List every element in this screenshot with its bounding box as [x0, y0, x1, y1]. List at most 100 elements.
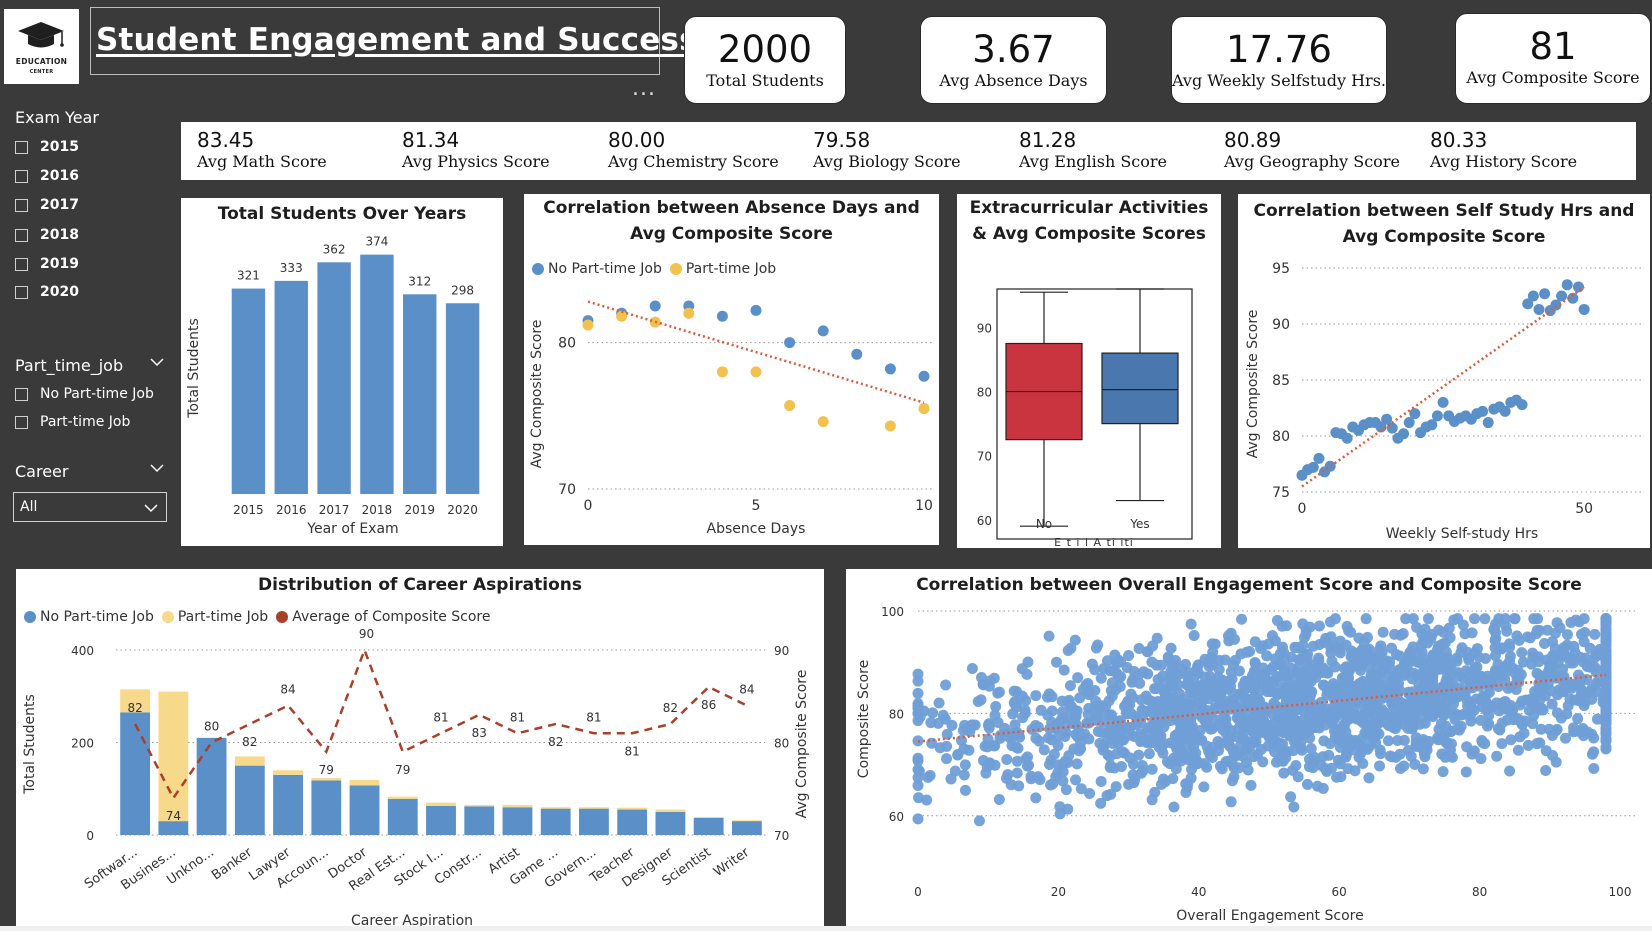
checkbox-icon[interactable] [15, 198, 28, 212]
data-label: 312 [408, 274, 431, 288]
scatter-point [1190, 747, 1202, 759]
scatter-point [1257, 756, 1269, 768]
education-center-logo: EDUCATION CENTER [4, 9, 79, 84]
part-time-job-option-label: No Part-time Job [40, 386, 154, 402]
engagement-correlation-chart: Correlation between Overall Engagement S… [846, 569, 1652, 931]
bar-no-part-time [540, 808, 571, 835]
x-axis-label: Overall Engagement Score [1176, 908, 1363, 924]
scatter-point [1225, 796, 1237, 808]
scatter-point [1102, 749, 1114, 761]
chevron-down-icon[interactable] [144, 503, 158, 513]
scatter-point [1440, 646, 1452, 658]
scatter-point [1048, 748, 1060, 760]
scatter-point [1410, 732, 1422, 744]
chevron-down-icon[interactable] [150, 463, 164, 473]
scatter-point [1343, 625, 1355, 637]
bar-no-part-time [426, 805, 456, 835]
chevron-down-icon[interactable] [150, 357, 164, 367]
scatter-point [941, 740, 953, 752]
scatter-point [980, 767, 992, 779]
scatter-point [1561, 629, 1573, 641]
exam-year-option[interactable]: 2017 [15, 197, 79, 213]
x-tick-label: 50 [1575, 501, 1593, 517]
scatter-point [1050, 771, 1062, 783]
legend-label: No Part-time Job [548, 261, 662, 277]
scatter-point [1600, 616, 1612, 628]
scatter-point [993, 686, 1005, 698]
data-label: 298 [451, 283, 474, 297]
scatter-point [1555, 712, 1567, 724]
scatter-point [1366, 702, 1378, 714]
bar-no-part-time [617, 809, 648, 835]
subject-biology: 79.58 Avg Biology Score [813, 128, 961, 172]
scatter-point [1250, 658, 1262, 670]
scatter-point [1559, 732, 1571, 744]
scatter-point [994, 730, 1006, 742]
exam-year-option[interactable]: 2015 [15, 139, 79, 155]
scatter-point [1499, 673, 1511, 685]
bar-no-part-time [731, 821, 762, 835]
scatter-point [1382, 735, 1394, 747]
scatter-point [1189, 683, 1201, 695]
scatter-point [582, 319, 594, 331]
scatter-point [1328, 713, 1340, 725]
scatter-point [1561, 652, 1573, 664]
subject-history: 80.33 Avg History Score [1430, 128, 1577, 172]
scatter-point [1065, 700, 1077, 712]
scatter-point [1323, 749, 1335, 761]
exam-year-option[interactable]: 2020 [15, 284, 79, 300]
scatter-point [1505, 734, 1517, 746]
exam-year-option[interactable]: 2016 [15, 168, 79, 184]
scatter-point [1201, 761, 1213, 773]
scatter-point [1011, 755, 1023, 767]
scatter-point [1297, 639, 1309, 651]
scatter-point [1110, 781, 1122, 793]
checkbox-icon[interactable] [15, 169, 28, 183]
scatter-point [990, 701, 1002, 713]
scatter-point [1588, 762, 1600, 774]
scatter-point [1125, 708, 1137, 720]
exam-year-option[interactable]: 2019 [15, 256, 79, 272]
scatter-point [1589, 662, 1601, 674]
part-time-job-option[interactable]: Part-time Job [15, 414, 130, 430]
x-tick-label: 0 [1298, 501, 1307, 517]
scatter-point [1522, 298, 1534, 310]
y-tick-label: 200 [71, 737, 94, 751]
legend-dot [24, 611, 36, 623]
scatter-point [1074, 692, 1086, 704]
y-tick-label: 80 [889, 707, 904, 721]
scatter-point [975, 694, 987, 706]
part-time-job-option[interactable]: No Part-time Job [15, 386, 154, 402]
scatter-point [1431, 644, 1443, 656]
scatter-point [1292, 771, 1304, 783]
scatter-point [1095, 672, 1107, 684]
scatter-point [1409, 408, 1421, 420]
x-tick-label: 20 [1051, 885, 1066, 899]
checkbox-icon[interactable] [15, 285, 28, 299]
scatter-point [1196, 734, 1208, 746]
career-dropdown[interactable]: All [13, 492, 167, 522]
scatter-point [1370, 680, 1382, 692]
scatter-point [1361, 631, 1373, 643]
subject-value: 83.45 [197, 128, 255, 152]
scatter-point [1146, 656, 1158, 668]
subject-geography: 80.89 Avg Geography Score [1224, 128, 1400, 172]
exam-year-option[interactable]: 2018 [15, 227, 79, 243]
scatter-point [1398, 428, 1410, 440]
checkbox-icon[interactable] [15, 257, 28, 271]
kpi-label: Total Students [706, 71, 824, 90]
checkbox-icon[interactable] [15, 387, 28, 401]
bottom-scrollbar[interactable] [0, 926, 1652, 931]
scatter-point [1394, 684, 1406, 696]
scatter-point [927, 707, 939, 719]
scatter-point [1395, 696, 1407, 708]
scatter-point [1451, 652, 1463, 664]
checkbox-icon[interactable] [15, 140, 28, 154]
scatter-point [925, 717, 937, 729]
more-options-icon[interactable]: ... [632, 76, 656, 101]
checkbox-icon[interactable] [15, 415, 28, 429]
graduation-cap-icon [18, 22, 64, 48]
scatter-point [1325, 642, 1337, 654]
checkbox-icon[interactable] [15, 228, 28, 242]
kpi-value: 17.76 [1226, 28, 1332, 71]
